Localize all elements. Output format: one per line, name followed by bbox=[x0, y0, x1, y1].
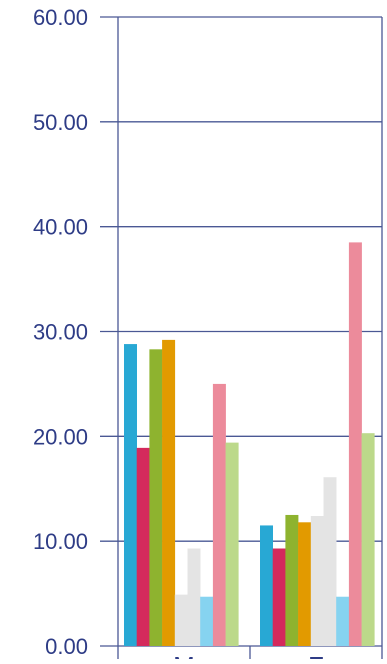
bar-f-series-8 bbox=[348, 242, 362, 646]
bar-m-series-5 bbox=[174, 594, 188, 646]
x-tick-label-f: F bbox=[308, 651, 324, 659]
y-tick-label-5: 50.00 bbox=[33, 110, 88, 135]
y-tick-label-2: 20.00 bbox=[33, 424, 88, 449]
x-tick-labels: MF bbox=[173, 651, 324, 664]
y-tick-label-6: 60.00 bbox=[33, 5, 88, 30]
bar-f-series-7 bbox=[336, 596, 350, 646]
y-tick-label-4: 40.00 bbox=[33, 215, 88, 240]
bar-f-series-1 bbox=[260, 525, 273, 646]
bars bbox=[124, 242, 375, 646]
bar-m-series-2 bbox=[136, 447, 150, 646]
bar-m-series-9 bbox=[225, 442, 239, 646]
bar-f-series-9 bbox=[361, 433, 375, 646]
y-tick-label-0: 0.00 bbox=[45, 634, 88, 659]
bar-m-series-1 bbox=[124, 344, 137, 646]
bar-f-series-4 bbox=[298, 522, 312, 646]
bar-m-series-7 bbox=[200, 596, 214, 646]
bar-m-series-6 bbox=[187, 548, 201, 646]
bar-m-series-8 bbox=[212, 383, 226, 646]
y-tick-label-3: 30.00 bbox=[33, 320, 88, 345]
bar-m-series-3 bbox=[149, 349, 163, 646]
bar-m-series-4 bbox=[162, 339, 176, 646]
y-tick-label-1: 10.00 bbox=[33, 529, 88, 554]
axes bbox=[117, 17, 383, 659]
bar-f-series-3 bbox=[285, 514, 299, 646]
bar-f-series-6 bbox=[323, 477, 337, 646]
bar-f-series-2 bbox=[272, 548, 286, 646]
bar-f-series-5 bbox=[310, 516, 324, 646]
x-tick-label-m: M bbox=[173, 651, 195, 659]
y-tick-labels: 0.00 10.00 20.00 30.00 40.00 50.00 60.00 bbox=[33, 5, 88, 659]
